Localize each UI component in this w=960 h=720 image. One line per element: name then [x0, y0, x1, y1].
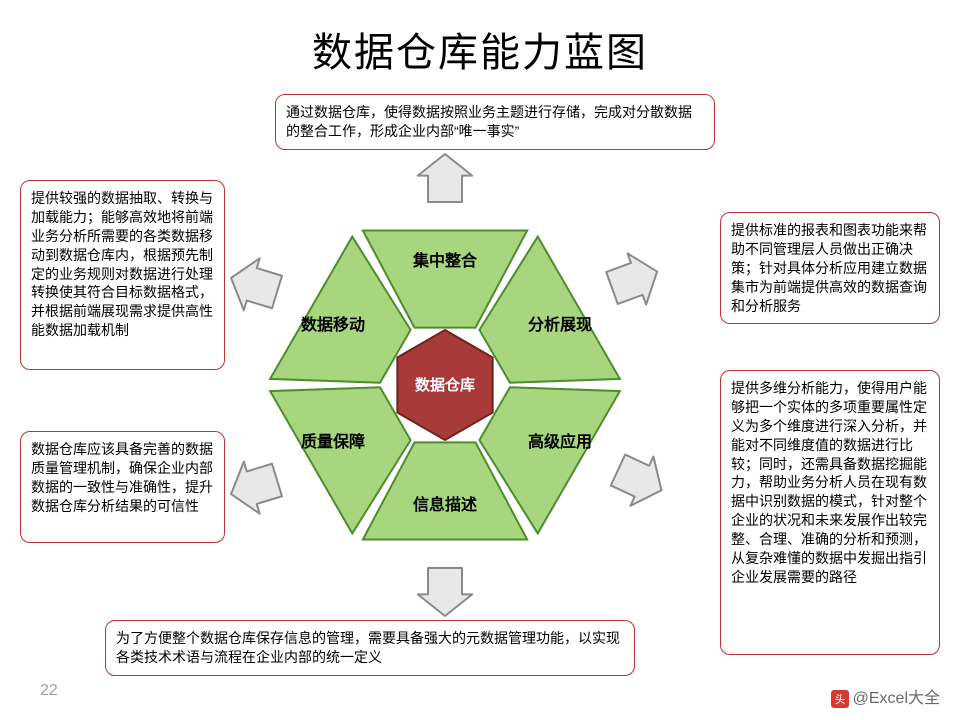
- headline-icon: 头: [831, 690, 849, 708]
- callout-tl: 提供较强的数据抽取、转换与加载能力；能够高效地将前端业务分析所需要的各类数据移动…: [20, 180, 225, 370]
- arrow-bottom: [418, 568, 472, 616]
- arrow-tr: [606, 253, 657, 304]
- watermark-text: @Excel大全: [853, 690, 940, 707]
- wedge-label-tr: 分析展现: [528, 315, 592, 334]
- wedge-label-bottom: 信息描述: [413, 495, 477, 514]
- callout-br: 提供多维分析能力，使得用户能够把一个实体的多项重要属性定义为多个维度进行深入分析…: [720, 370, 940, 655]
- arrow-br: [611, 455, 662, 506]
- slide-number: 22: [40, 682, 58, 700]
- wedge-label-top: 集中整合: [412, 251, 478, 270]
- core-label: 数据仓库: [415, 376, 475, 394]
- arrow-tl: [231, 258, 282, 310]
- wedge-label-tl: 数据移动: [301, 315, 365, 334]
- callout-top: 通过数据仓库，使得数据按照业务主题进行存储，完成对分散数据的整合工作，形成企业内…: [275, 94, 715, 150]
- svg-text:头: 头: [834, 693, 845, 706]
- arrow-bl: [231, 462, 282, 514]
- callout-bottom: 为了方便整个数据仓库保存信息的管理，需要具备强大的元数据管理功能，以实现各类技术…: [105, 620, 635, 676]
- callout-bl: 数据仓库应该具备完善的数据质量管理机制，确保企业内部数据的一致性与准确性，提升数…: [20, 431, 225, 543]
- callout-tr: 提供标准的报表和图表功能来帮助不同管理层人员做出正确决策；针对具体分析应用建立数…: [720, 212, 940, 324]
- watermark: 头 @Excel大全: [831, 684, 940, 708]
- wedge-label-br: 高级应用: [528, 432, 592, 451]
- arrow-top: [418, 154, 472, 202]
- wedge-label-bl: 质量保障: [301, 432, 365, 451]
